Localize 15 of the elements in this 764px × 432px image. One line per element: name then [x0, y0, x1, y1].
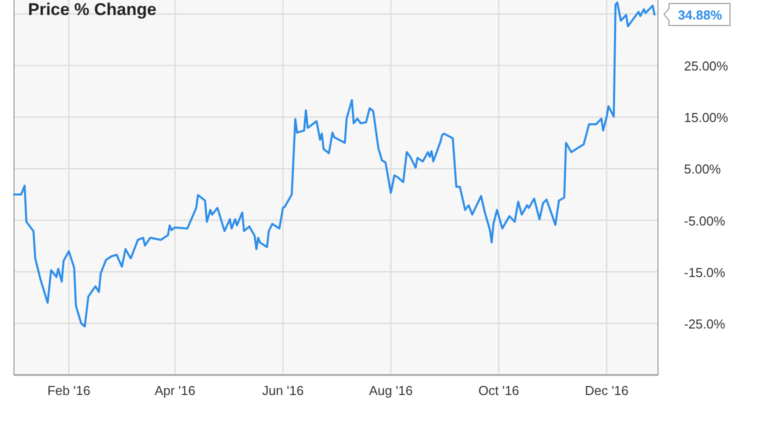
x-tick-label: Aug '16 [369, 383, 413, 398]
x-tick-label: Feb '16 [47, 383, 90, 398]
y-tick-label: -25.0% [684, 316, 726, 332]
y-tick-label: -5.00% [684, 213, 726, 228]
line-series [13, 2, 656, 328]
x-tick-label: Oct '16 [478, 383, 520, 398]
annotation: 34.88% [678, 8, 722, 23]
y-tick-label: -15.0% [684, 264, 726, 280]
x-tick-label: Dec '16 [584, 383, 629, 398]
y-tick-label: 25.00% [684, 58, 729, 74]
x-tick-label: Jun '16 [262, 383, 304, 398]
y-tick-label: 5.00% [684, 162, 722, 177]
x-tick-label: Apr '16 [154, 383, 196, 398]
y-tick-label: 15.00% [684, 110, 729, 126]
chart-title: Price % Change [28, 0, 156, 19]
